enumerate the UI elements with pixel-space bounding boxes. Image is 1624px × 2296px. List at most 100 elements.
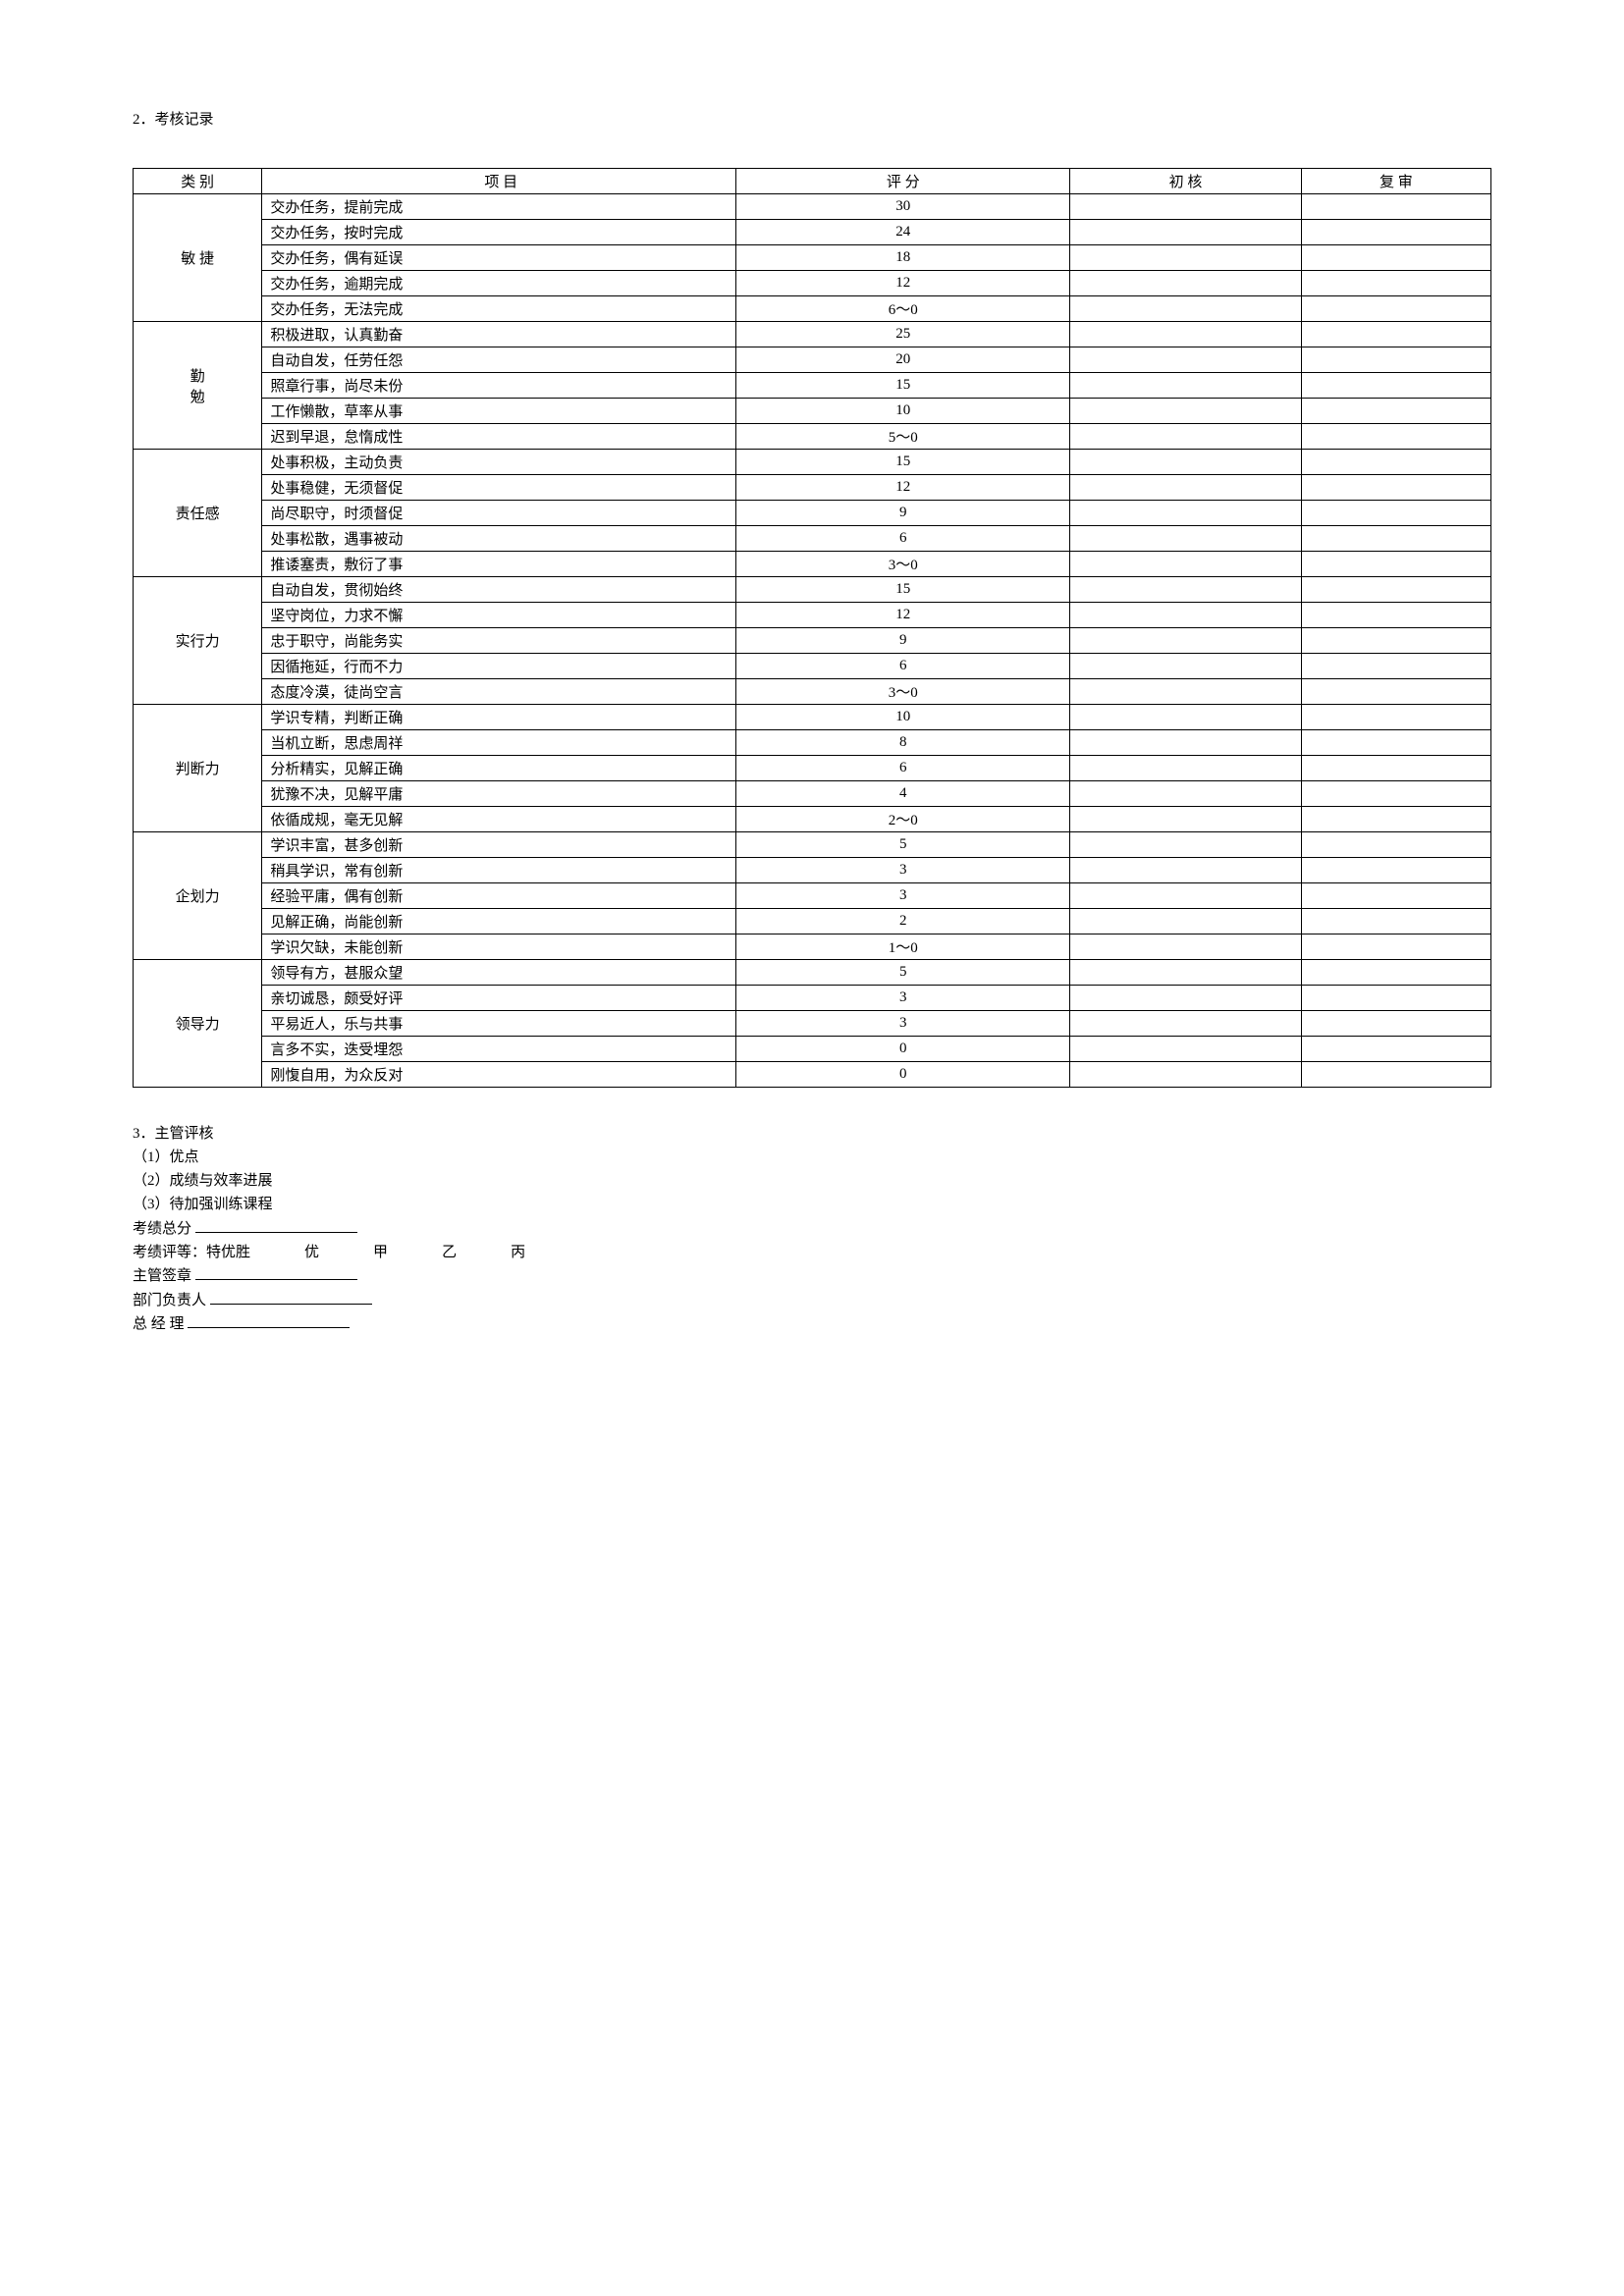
sign-super-underline [195,1264,357,1281]
review-cell[interactable] [1301,296,1490,322]
table-row: 勤 勉积极进取，认真勤奋25 [134,322,1491,347]
first-check-cell[interactable] [1070,883,1302,909]
table-row: 敏 捷交办任务，提前完成30 [134,194,1491,220]
first-check-cell[interactable] [1070,960,1302,986]
review-cell[interactable] [1301,245,1490,271]
total-label: 考绩总分 [133,1217,191,1241]
table-row: 当机立断，思虑周祥8 [134,730,1491,756]
review-cell[interactable] [1301,960,1490,986]
review-cell[interactable] [1301,679,1490,705]
first-check-cell[interactable] [1070,322,1302,347]
first-check-cell[interactable] [1070,194,1302,220]
review-cell[interactable] [1301,347,1490,373]
first-check-cell[interactable] [1070,909,1302,934]
first-check-cell[interactable] [1070,399,1302,424]
grade-0: 特优胜 [206,1245,250,1260]
sign-dept-label: 部门负责人 [133,1289,206,1312]
review-cell[interactable] [1301,194,1490,220]
score-cell: 12 [736,271,1070,296]
first-check-cell[interactable] [1070,1062,1302,1088]
first-check-cell[interactable] [1070,475,1302,501]
review-cell[interactable] [1301,475,1490,501]
review-cell[interactable] [1301,271,1490,296]
review-cell[interactable] [1301,220,1490,245]
review-cell[interactable] [1301,807,1490,832]
first-check-cell[interactable] [1070,858,1302,883]
first-check-cell[interactable] [1070,450,1302,475]
review-cell[interactable] [1301,628,1490,654]
first-check-cell[interactable] [1070,832,1302,858]
review-cell[interactable] [1301,654,1490,679]
first-check-cell[interactable] [1070,679,1302,705]
first-check-cell[interactable] [1070,245,1302,271]
review-cell[interactable] [1301,705,1490,730]
review-cell[interactable] [1301,1011,1490,1037]
table-row: 判断力学识专精，判断正确10 [134,705,1491,730]
first-check-cell[interactable] [1070,1037,1302,1062]
review-cell[interactable] [1301,986,1490,1011]
review-cell[interactable] [1301,781,1490,807]
review-cell[interactable] [1301,832,1490,858]
first-check-cell[interactable] [1070,296,1302,322]
review-cell[interactable] [1301,577,1490,603]
item-cell: 照章行事，尚尽未份 [262,373,736,399]
first-check-cell[interactable] [1070,986,1302,1011]
first-check-cell[interactable] [1070,756,1302,781]
review-cell[interactable] [1301,424,1490,450]
review-cell[interactable] [1301,373,1490,399]
review-cell[interactable] [1301,934,1490,960]
review-cell[interactable] [1301,526,1490,552]
footer-heading: 3．主管评核 [133,1122,1491,1146]
first-check-cell[interactable] [1070,373,1302,399]
item-cell: 交办任务，无法完成 [262,296,736,322]
footer-point-2: （2）成绩与效率进展 [133,1169,1491,1193]
first-check-cell[interactable] [1070,654,1302,679]
first-check-cell[interactable] [1070,347,1302,373]
first-check-cell[interactable] [1070,424,1302,450]
review-cell[interactable] [1301,1062,1490,1088]
first-check-cell[interactable] [1070,807,1302,832]
first-check-cell[interactable] [1070,577,1302,603]
first-check-cell[interactable] [1070,603,1302,628]
score-cell: 15 [736,577,1070,603]
review-cell[interactable] [1301,756,1490,781]
review-cell[interactable] [1301,450,1490,475]
category-cell: 领导力 [134,960,262,1088]
item-cell: 迟到早退，怠惰成性 [262,424,736,450]
review-cell[interactable] [1301,1037,1490,1062]
score-cell: 20 [736,347,1070,373]
first-check-cell[interactable] [1070,934,1302,960]
first-check-cell[interactable] [1070,552,1302,577]
item-cell: 亲切诚恳，颇受好评 [262,986,736,1011]
review-cell[interactable] [1301,730,1490,756]
first-check-cell[interactable] [1070,271,1302,296]
grade-4: 丙 [511,1245,525,1260]
first-check-cell[interactable] [1070,220,1302,245]
table-row: 交办任务，按时完成24 [134,220,1491,245]
review-cell[interactable] [1301,603,1490,628]
first-check-cell[interactable] [1070,781,1302,807]
first-check-cell[interactable] [1070,705,1302,730]
first-check-cell[interactable] [1070,628,1302,654]
table-row: 经验平庸，偶有创新3 [134,883,1491,909]
category-cell: 责任感 [134,450,262,577]
review-cell[interactable] [1301,552,1490,577]
review-cell[interactable] [1301,883,1490,909]
item-cell: 交办任务，逾期完成 [262,271,736,296]
table-row: 推诿塞责，敷衍了事3～0 [134,552,1491,577]
review-cell[interactable] [1301,501,1490,526]
review-cell[interactable] [1301,858,1490,883]
table-row: 刚愎自用，为众反对0 [134,1062,1491,1088]
first-check-cell[interactable] [1070,730,1302,756]
footer-point-1: （1）优点 [133,1146,1491,1169]
table-row: 态度冷漠，徒尚空言3～0 [134,679,1491,705]
review-cell[interactable] [1301,909,1490,934]
grade-label: 考绩评等： [133,1245,206,1260]
first-check-cell[interactable] [1070,526,1302,552]
review-cell[interactable] [1301,399,1490,424]
first-check-cell[interactable] [1070,1011,1302,1037]
score-cell: 24 [736,220,1070,245]
item-cell: 交办任务，偶有延误 [262,245,736,271]
first-check-cell[interactable] [1070,501,1302,526]
review-cell[interactable] [1301,322,1490,347]
